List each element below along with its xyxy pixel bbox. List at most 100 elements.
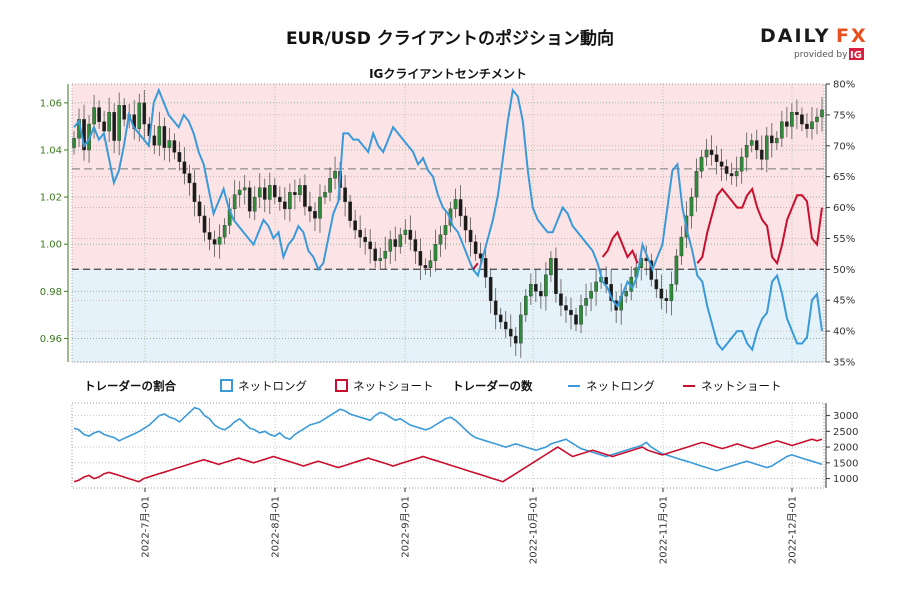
candle-body	[483, 258, 488, 278]
candle-body	[463, 215, 468, 231]
logo-provider: IG	[850, 50, 862, 61]
candle-body	[785, 121, 789, 127]
candle-body	[594, 281, 598, 292]
legend-count-heading: トレーダーの数	[452, 379, 533, 393]
candle-body	[192, 182, 197, 202]
candle-body	[217, 236, 222, 245]
candle-body	[759, 149, 764, 160]
price-tick-label: 1.04	[40, 145, 62, 156]
candle-body	[433, 244, 438, 261]
candle-body	[328, 178, 332, 193]
chart-subtitle: IGクライアントセンチメント	[369, 67, 527, 81]
candle-body	[298, 185, 302, 195]
top-panel-frame	[71, 83, 825, 363]
candle-body	[278, 196, 282, 202]
candle-body	[408, 229, 413, 240]
candle-body	[393, 239, 398, 247]
candle-body	[764, 135, 769, 160]
candle-body	[534, 284, 538, 292]
candle-body	[232, 194, 237, 210]
candle-body	[117, 105, 121, 141]
x-tick-label: 2022-10月-01	[528, 496, 540, 564]
count-tick-label: 1000	[833, 474, 858, 485]
candle-body	[283, 201, 287, 210]
candle-body	[473, 241, 478, 254]
price-tick-label: 1.02	[40, 193, 62, 204]
candle-body	[795, 112, 799, 115]
candle-body	[242, 187, 247, 191]
candle-body	[749, 140, 754, 146]
percent-tick-label: 70%	[833, 141, 855, 152]
trader-count-panel: 3000 2500 2000 1500 1000 2022-7月-01 2022-8月-0…	[71, 402, 858, 564]
candle-body	[664, 298, 669, 301]
candle-body	[554, 258, 558, 294]
long-count-line	[73, 406, 823, 472]
candle-body	[529, 284, 533, 297]
candle-body	[754, 140, 759, 151]
candle-body	[624, 291, 629, 297]
chart-title: EUR/USD クライアントのポジション動向	[286, 28, 614, 49]
candle-body	[518, 314, 523, 344]
candle-body	[247, 187, 252, 212]
logo-wordmark-right: FX	[836, 25, 868, 47]
candle-body	[252, 196, 257, 212]
bottom-panel-frame	[71, 402, 825, 489]
candle-body	[805, 123, 809, 129]
x-tick-label: 2022-7月-01	[140, 496, 152, 558]
candle-body	[739, 156, 744, 172]
candle-body	[513, 335, 518, 344]
candle-body	[564, 305, 568, 311]
candle-body	[559, 293, 563, 306]
candle-body	[493, 300, 498, 316]
candle-body	[177, 152, 182, 162]
candle-body	[373, 248, 378, 261]
candle-body	[157, 126, 162, 146]
candle-body	[674, 255, 679, 285]
candle-body	[212, 239, 217, 245]
candle-body	[368, 241, 372, 250]
candle-body	[679, 236, 684, 257]
candle-body	[137, 102, 142, 129]
count-tick-label: 2500	[833, 427, 858, 438]
percent-tick-label: 40%	[833, 327, 855, 338]
candle-body	[468, 229, 473, 243]
candle-body	[539, 291, 543, 297]
candle-body	[790, 112, 794, 127]
x-tick-label: 2022-11月-01	[658, 496, 670, 564]
candle-body	[589, 291, 593, 299]
candle-body	[458, 199, 463, 217]
candle-body	[780, 121, 784, 139]
candle-body	[699, 156, 704, 172]
legend-ratio-long-label: ネットロング	[238, 379, 307, 393]
candle-body	[398, 234, 403, 247]
candle-body	[815, 116, 819, 122]
candle-body	[549, 258, 553, 276]
legend-ratio-heading: トレーダーの割合	[84, 379, 176, 393]
candle-body	[107, 112, 111, 132]
candle-body	[122, 105, 127, 120]
candle-body	[197, 201, 202, 217]
candle-body	[810, 121, 814, 129]
legend-count-long-label: ネットロング	[586, 379, 655, 393]
percent-tick-label: 35%	[833, 358, 855, 369]
x-tick-label: 2022-8月-01	[270, 496, 282, 558]
candle-body	[383, 251, 388, 259]
candle-body	[237, 189, 242, 195]
logo-wordmark-left: DAILY	[760, 25, 830, 47]
candle-body	[388, 239, 393, 252]
short-count-line	[73, 438, 823, 483]
candle-body	[323, 192, 327, 198]
candle-body	[142, 102, 147, 125]
candle-body	[358, 229, 362, 238]
price-tick-label: 1.00	[40, 240, 62, 251]
candle-body	[333, 170, 337, 179]
candle-body	[318, 196, 322, 219]
percent-tick-label: 60%	[833, 203, 855, 214]
candle-body	[574, 314, 578, 325]
candle-body	[729, 173, 734, 177]
candle-body	[167, 140, 172, 148]
long-percent-line	[73, 87, 823, 352]
legend-ratio-long-swatch	[220, 379, 233, 392]
